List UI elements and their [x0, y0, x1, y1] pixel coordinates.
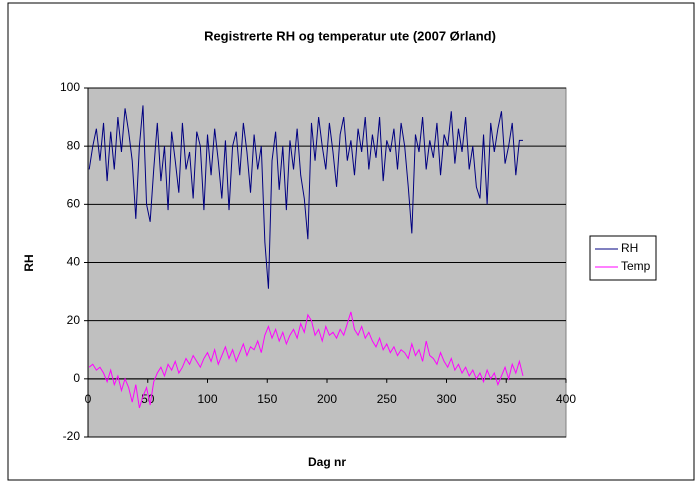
- y-tick-label: 40: [67, 255, 81, 269]
- y-tick-label: -20: [63, 429, 81, 443]
- series-line: [88, 311, 524, 409]
- y-tick-label: 20: [67, 313, 81, 327]
- y-tick-label: 80: [67, 138, 81, 152]
- x-tick-label: 250: [377, 392, 397, 406]
- x-tick-label: 350: [496, 392, 516, 406]
- chart-title: Registrerte RH og temperatur ute (2007 Ø…: [204, 28, 496, 43]
- y-tick-label: 60: [67, 197, 81, 211]
- legend-box: [589, 235, 657, 281]
- x-axis-label: Dag nr: [308, 455, 346, 469]
- y-axis-label: RH: [22, 254, 36, 271]
- x-tick-label: 300: [436, 392, 456, 406]
- y-tick-label: 100: [60, 80, 80, 94]
- legend-label: Temp: [621, 259, 651, 273]
- x-tick-label: 100: [197, 392, 217, 406]
- x-tick-label: 200: [317, 392, 337, 406]
- legend-label: RH: [621, 241, 638, 255]
- x-tick-label: 400: [556, 392, 576, 406]
- series-line: [88, 105, 523, 289]
- x-tick-label: 0: [85, 392, 92, 406]
- y-tick-label: 0: [73, 371, 80, 385]
- x-tick-label: 150: [257, 392, 277, 406]
